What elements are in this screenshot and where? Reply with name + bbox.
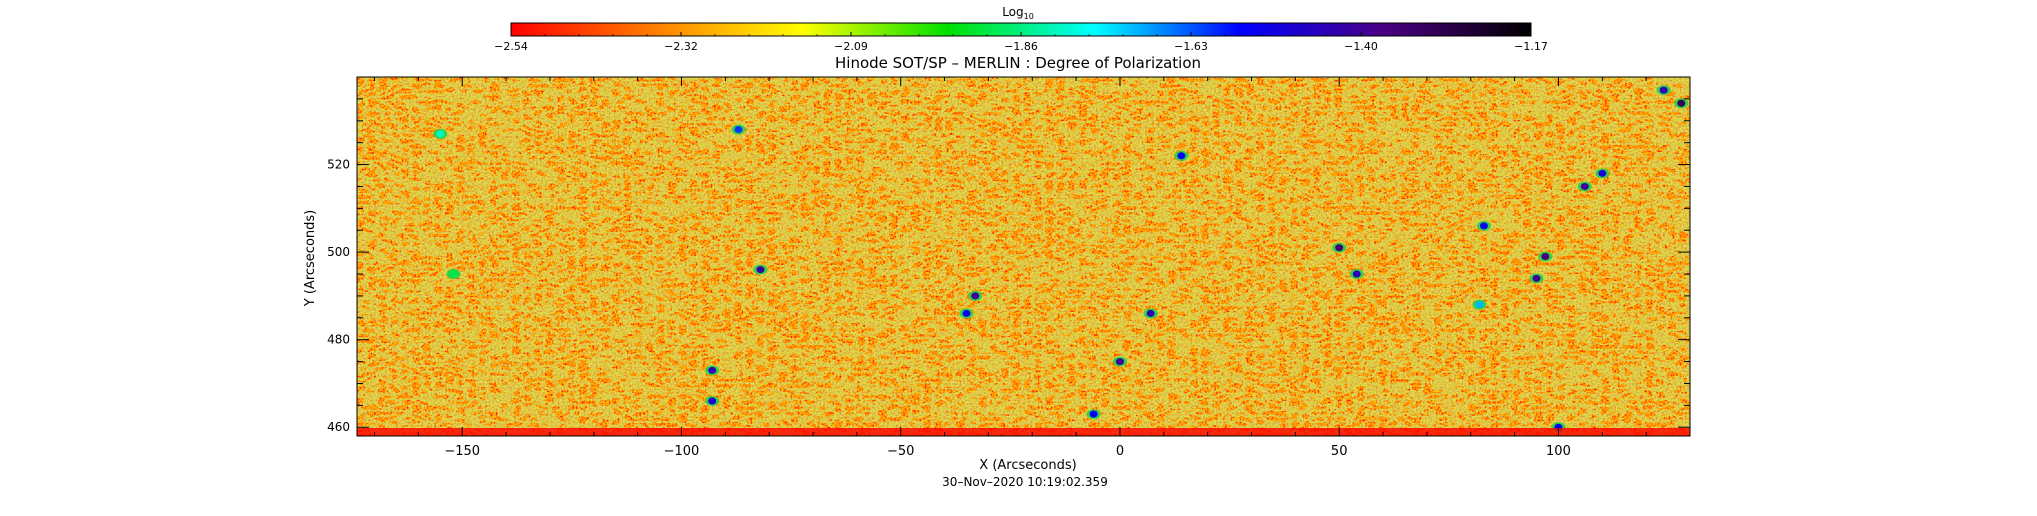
heatmap-edge-strip xyxy=(357,428,1690,436)
x-tick-label: −100 xyxy=(664,444,700,459)
x-tick-label: 50 xyxy=(1331,444,1348,459)
heatmap-feature xyxy=(1352,270,1361,278)
x-axis-label: X (Arcseconds) xyxy=(979,458,1076,473)
heatmap-feature xyxy=(436,130,445,138)
heatmap-feature xyxy=(1541,253,1550,260)
heatmap-feature xyxy=(1177,152,1186,160)
heatmap-feature xyxy=(708,366,717,374)
x-tick-label: −50 xyxy=(887,444,914,459)
heatmap-feature xyxy=(962,309,971,317)
timestamp: 30–Nov–2020 10:19:02.359 xyxy=(942,475,1108,489)
heatmap-feature xyxy=(1475,301,1484,309)
y-tick-label: 460 xyxy=(327,420,350,434)
heatmap-feature xyxy=(1580,182,1589,190)
x-tick-label: 100 xyxy=(1546,444,1571,459)
colorbar-tick-label: −2.09 xyxy=(834,40,868,53)
x-tick-label: −150 xyxy=(444,444,480,459)
colorbar-tick-label: −2.32 xyxy=(664,40,698,53)
colorbar-ticks: −2.54 −2.32 −2.09 −1.86 −1.63 −1.40 −1.17 xyxy=(494,32,1548,53)
heatmap-feature xyxy=(1659,86,1668,94)
heatmap-feature xyxy=(734,126,743,134)
y-tick-label: 480 xyxy=(327,333,350,347)
colorbar-tick-label: −1.63 xyxy=(1174,40,1208,53)
heatmap-feature xyxy=(1335,244,1344,252)
x-tick-label: 0 xyxy=(1116,444,1124,459)
plot-frame xyxy=(356,76,1691,437)
x-axis: −150 −100 −50 0 50 100 xyxy=(374,77,1691,459)
heatmap-feature xyxy=(1677,99,1686,107)
chart-title: Hinode SOT/SP – MERLIN : Degree of Polar… xyxy=(835,54,1201,72)
heatmap-feature xyxy=(449,270,458,278)
colorbar-tick-label: −1.40 xyxy=(1344,40,1378,53)
heatmap-plot-area xyxy=(357,77,1690,436)
colorbar: Log10 −2.54 −2.32 −2.09 −1.86 −1.63 −1.40 −1.1… xyxy=(494,5,1548,53)
heatmap-feature xyxy=(756,266,765,274)
heatmap-feature xyxy=(1598,169,1607,177)
colorbar-tick-label: −2.54 xyxy=(494,40,528,53)
y-tick-label: 520 xyxy=(327,158,350,172)
heatmap-feature xyxy=(1146,309,1155,317)
colorbar-tick-label: −1.17 xyxy=(1514,40,1548,53)
heatmap-features xyxy=(433,85,1689,433)
heatmap-feature xyxy=(1532,274,1541,282)
colorbar-label: Log10 xyxy=(1002,5,1034,21)
heatmap-feature xyxy=(1479,222,1488,230)
colorbar-tick-label: −1.86 xyxy=(1004,40,1038,53)
heatmap-network xyxy=(357,77,1690,436)
heatmap-feature xyxy=(1115,358,1124,366)
heatmap-feature xyxy=(708,397,717,405)
y-tick-label: 500 xyxy=(327,245,350,259)
y-axis-label: Y (Arcseconds) xyxy=(303,210,318,307)
heatmap-feature xyxy=(1089,410,1098,418)
y-axis: 460 480 500 520 xyxy=(327,98,1690,434)
heatmap-feature xyxy=(971,292,980,300)
